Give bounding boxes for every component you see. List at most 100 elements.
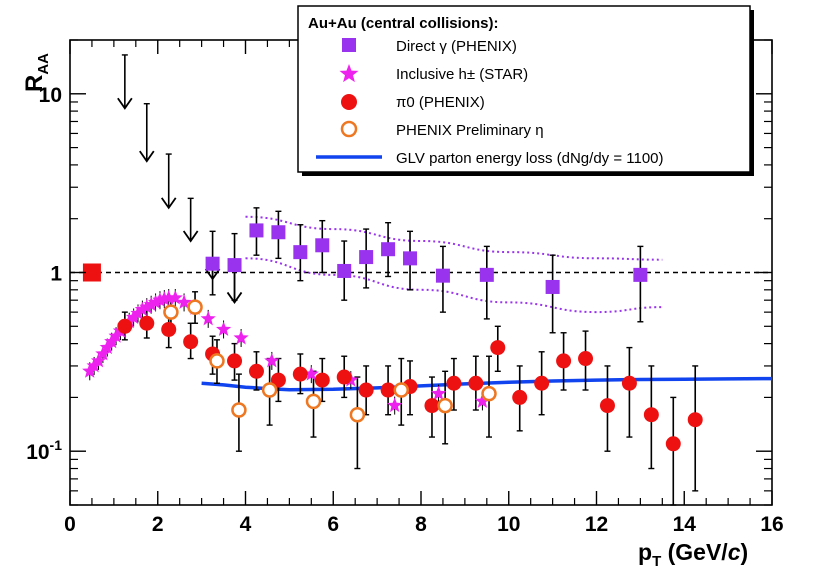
pi0-point [512, 389, 528, 405]
pi0-point [534, 375, 550, 391]
legend-eta-marker [340, 120, 358, 138]
pi0-point [424, 398, 440, 414]
eta-point [437, 397, 453, 414]
legend-hpm-marker [339, 64, 359, 83]
direct-photon-point [403, 251, 418, 266]
y-tick-label: 10-1 [26, 437, 62, 464]
direct-photon-band-upper [245, 215, 663, 261]
direct-photon-point [479, 267, 494, 282]
hadron-star-point [130, 305, 146, 320]
normalization-box [82, 263, 101, 282]
hadron-star-point [200, 310, 216, 326]
direct-photon-point [337, 263, 352, 278]
eta-point [393, 382, 410, 398]
legend-direct-marker [342, 38, 356, 52]
hadron-star-point [104, 333, 120, 349]
hadron-star-point [82, 363, 98, 378]
pi0-point [643, 407, 659, 423]
y-axis-title: RAA [21, 53, 52, 92]
direct-photon-point [633, 267, 648, 282]
pi0-point [621, 375, 637, 391]
pi0-point [117, 318, 133, 334]
eta-point [305, 393, 322, 410]
pi0-point [336, 369, 352, 385]
pi0-point [227, 353, 243, 369]
x-axis-title-c: c [728, 539, 741, 565]
upper-limit-arrowhead [204, 268, 221, 281]
hadron-star-point [143, 296, 159, 312]
y-tick-label-base: 10 [26, 441, 49, 464]
hadron-star-point [161, 290, 177, 305]
y-axis-title-main: R [21, 75, 48, 92]
pi0-point [314, 372, 330, 388]
hadron-star-point [264, 352, 280, 368]
pi0-point [248, 363, 264, 379]
x-tick-label: 14 [673, 513, 697, 536]
upper-limit-arrowhead [139, 150, 155, 163]
hadron-star-point [147, 294, 164, 309]
eta-point [231, 402, 247, 418]
upper-limit-arrowhead [226, 291, 243, 305]
pi0-point [556, 353, 572, 369]
direct-photon-point [315, 238, 330, 253]
legend-hpm-label: Inclusive h± (STAR) [396, 66, 528, 83]
hadron-star-point [108, 328, 124, 343]
pi0-point [161, 321, 177, 337]
x-axis-title-sub: T [652, 553, 661, 570]
x-axis-title: pT (GeV/c) [638, 539, 748, 570]
pi0-point [183, 334, 199, 350]
eta-point [261, 382, 278, 398]
pi0-point [446, 375, 462, 391]
y-tick-label-base: 10 [39, 84, 62, 107]
upper-limit-arrowhead [117, 97, 133, 110]
hadron-star-point [303, 366, 319, 381]
pi0-point [139, 315, 155, 331]
eta-point [209, 353, 225, 369]
pi0-point [599, 398, 615, 414]
y-tick-label-base: 1 [50, 263, 62, 286]
pi0-point [687, 412, 703, 428]
eta-point [481, 385, 497, 402]
hadron-star-point [126, 309, 142, 324]
hadron-star-point [134, 301, 150, 317]
hadron-star-point [216, 321, 232, 336]
upper-limit-arrowhead [182, 230, 199, 243]
pi0-point [292, 366, 308, 382]
hadron-star-point [474, 393, 490, 408]
hadron-star-point [167, 290, 183, 305]
x-tick-label: 16 [760, 513, 783, 536]
y-tick-label: 10 [39, 84, 62, 107]
hadron-star-point [156, 291, 172, 306]
x-tick-label: 8 [415, 513, 427, 536]
legend-box [297, 5, 751, 173]
direct-photon-point [227, 258, 242, 273]
direct-photon-point [359, 250, 374, 265]
direct-photon-point [205, 256, 220, 271]
hadron-star-point [387, 397, 403, 413]
direct-photon-point [249, 223, 264, 238]
eta-point [187, 299, 203, 315]
x-axis-title-rest: (GeV/ [661, 539, 728, 565]
hadron-star-point [86, 357, 102, 373]
x-tick-label: 12 [585, 513, 608, 536]
direct-photon-band-lower [245, 257, 663, 314]
eta-point [163, 304, 179, 320]
pi0-point [358, 382, 374, 398]
legend-direct-label: Direct γ (PHENIX) [396, 38, 517, 55]
hadron-star-point [176, 294, 192, 309]
direct-photon-point [271, 225, 286, 240]
hadron-star-point [233, 330, 249, 345]
y-tick-label-exp: -1 [50, 437, 63, 453]
x-tick-label: 2 [152, 513, 164, 536]
x-tick-label: 4 [240, 513, 252, 536]
legend-pi0-marker [341, 94, 357, 110]
legend-pi0-label: π0 (PHENIX) [396, 94, 485, 111]
x-tick-label: 6 [327, 513, 339, 536]
x-axis-title-close: ) [741, 539, 749, 565]
pi0-point [490, 340, 506, 356]
pi0-point [380, 382, 396, 398]
legend-eta-label: PHENIX Preliminary η [396, 122, 544, 139]
hadron-star-point [152, 292, 168, 307]
direct-photon-point [381, 242, 396, 257]
